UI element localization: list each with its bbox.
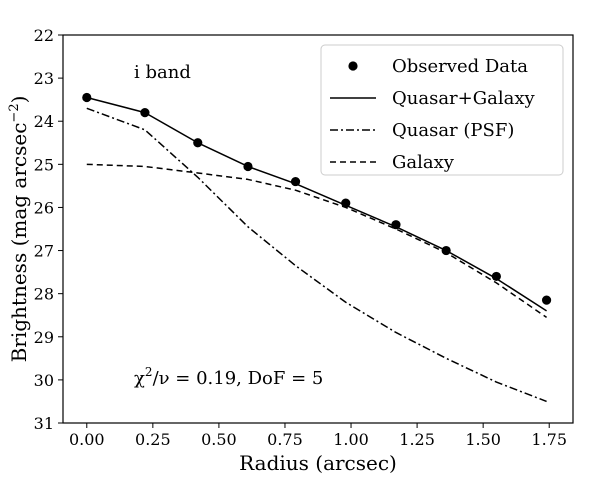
y-tick-label: 23 (34, 69, 54, 88)
y-tick-label: 24 (34, 112, 54, 131)
legend-marker-observed-data (348, 61, 358, 71)
legend-label-observed-data: Observed Data (392, 56, 528, 77)
legend: Observed Data Quasar+Galaxy Quasar (PSF) Ga… (320, 44, 564, 176)
x-tick-label: 1.75 (531, 430, 567, 449)
legend-label-quasar-psf: Quasar (PSF) (392, 120, 514, 141)
y-tick-label: 27 (34, 242, 54, 261)
legend-label-galaxy: Galaxy (392, 152, 455, 173)
x-tick-label: 1.50 (465, 430, 501, 449)
x-tick-label: 1.00 (333, 430, 369, 449)
observed-data-point (290, 176, 301, 187)
series-layer (82, 92, 552, 403)
x-tick-label: 0.25 (135, 430, 171, 449)
x-tick-label: 0.00 (69, 430, 105, 449)
plot-frame (62, 34, 574, 424)
quasar-galaxy-line (86, 96, 547, 312)
galaxy-line (86, 163, 548, 318)
y-tick-label: 29 (34, 328, 54, 347)
y-axis-label: Brightness (mag arcsec−2) (7, 96, 31, 363)
chi2-annotation: χ2/ν = 0.19, DoF = 5 (134, 365, 323, 389)
y-tick-label: 30 (34, 371, 54, 390)
y-axis-label-close: ) (7, 96, 31, 104)
x-tick-label: 1.25 (399, 430, 435, 449)
y-axis-label-main: Brightness (mag arcsec (7, 123, 31, 363)
band-annotation: i band (134, 62, 191, 83)
observed-data-point (341, 198, 351, 208)
y-tick-label: 22 (34, 26, 54, 45)
x-axis-ticks: 0.00 0.25 0.50 0.75 1.00 1.25 1.50 1.75 (69, 423, 567, 449)
y-axis-ticks: 22 23 24 25 26 27 28 29 30 31 (34, 26, 63, 433)
legend-box (320, 44, 564, 176)
y-tick-label: 26 (34, 198, 54, 217)
legend-label-quasar-galaxy: Quasar+Galaxy (392, 88, 535, 109)
chi2-prefix: χ (134, 368, 145, 389)
observed-data-point (391, 220, 401, 230)
x-tick-label: 0.75 (267, 430, 303, 449)
quasar-psf-line (86, 107, 547, 403)
chi2-rest: /ν = 0.19, DoF = 5 (153, 368, 324, 389)
chi2-superscript: 2 (145, 365, 153, 379)
observed-data-point (541, 295, 552, 305)
y-tick-label: 28 (34, 285, 54, 304)
y-axis-label-superscript: −2 (7, 103, 22, 122)
observed-data-point (491, 271, 501, 282)
y-tick-label: 31 (34, 414, 54, 433)
x-tick-label: 0.50 (201, 430, 237, 449)
x-axis-label: Radius (arcsec) (239, 451, 397, 475)
y-tick-label: 25 (34, 155, 54, 174)
